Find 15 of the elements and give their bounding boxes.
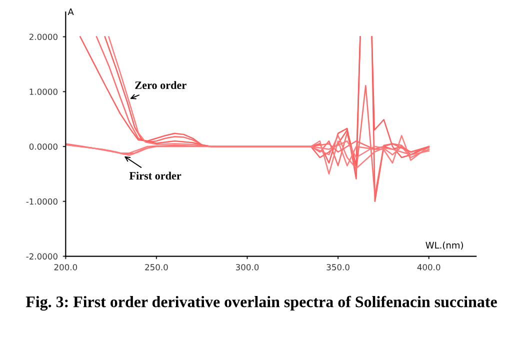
x-tick-label: 350.0 bbox=[326, 264, 350, 270]
y-tick-label: 2.0000 bbox=[29, 34, 58, 40]
annotation: Zero order bbox=[135, 81, 186, 89]
y-tick-label: 1.0000 bbox=[30, 88, 58, 95]
x-tick-label: 300.0 bbox=[236, 264, 259, 270]
annotation: First order bbox=[129, 172, 182, 180]
x-tick-label: 250.0 bbox=[145, 264, 168, 270]
y-tick-label: -2.0000 bbox=[26, 253, 58, 260]
x-tick-label: 400.0 bbox=[417, 264, 440, 270]
x-axis-title: WL.(nm) bbox=[426, 242, 463, 250]
y-axis-title: A bbox=[68, 8, 74, 16]
text: Fig. 3: First order derivative overlain spectra of Solifenacin succinate bbox=[26, 296, 497, 311]
x-tick-label: 200.0 bbox=[54, 264, 78, 270]
y-tick-label: -1.0000 bbox=[26, 198, 58, 205]
y-tick-label: 0.0000 bbox=[29, 143, 58, 150]
